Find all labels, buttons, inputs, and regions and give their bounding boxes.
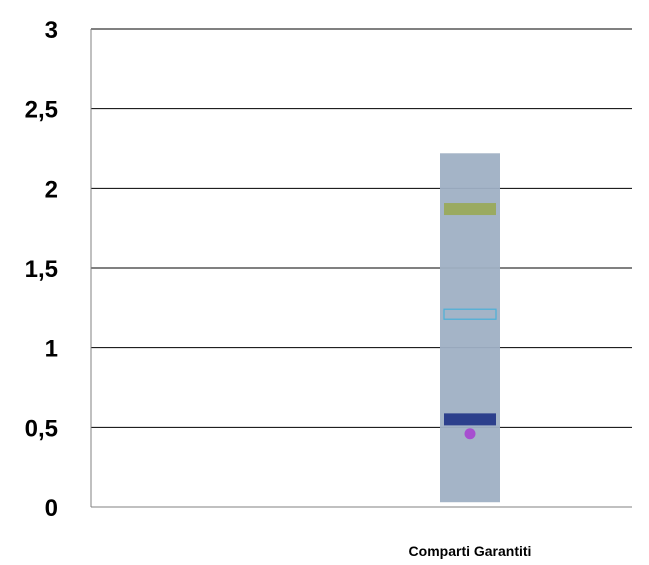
- marker-hollow-band: [443, 308, 497, 320]
- y-tick-label: 0: [45, 495, 58, 522]
- grid: [91, 28, 632, 508]
- category-label: Comparti Garantiti: [409, 543, 532, 559]
- plot-area: [440, 153, 500, 503]
- y-tick-label: 1: [45, 336, 58, 363]
- y-tick-label: 1,5: [25, 256, 58, 283]
- marker-band: [444, 203, 496, 216]
- y-tick-label: 2,5: [25, 97, 58, 124]
- y-tick-label: 2: [45, 176, 58, 203]
- y-tick-label: 0,5: [25, 415, 58, 442]
- marker-dot: [464, 428, 476, 440]
- y-tick-label: 3: [45, 17, 58, 44]
- y-tick-labels: 0 0,5 1 1,5 2 2,5 3: [25, 17, 58, 522]
- marker-band: [444, 413, 496, 426]
